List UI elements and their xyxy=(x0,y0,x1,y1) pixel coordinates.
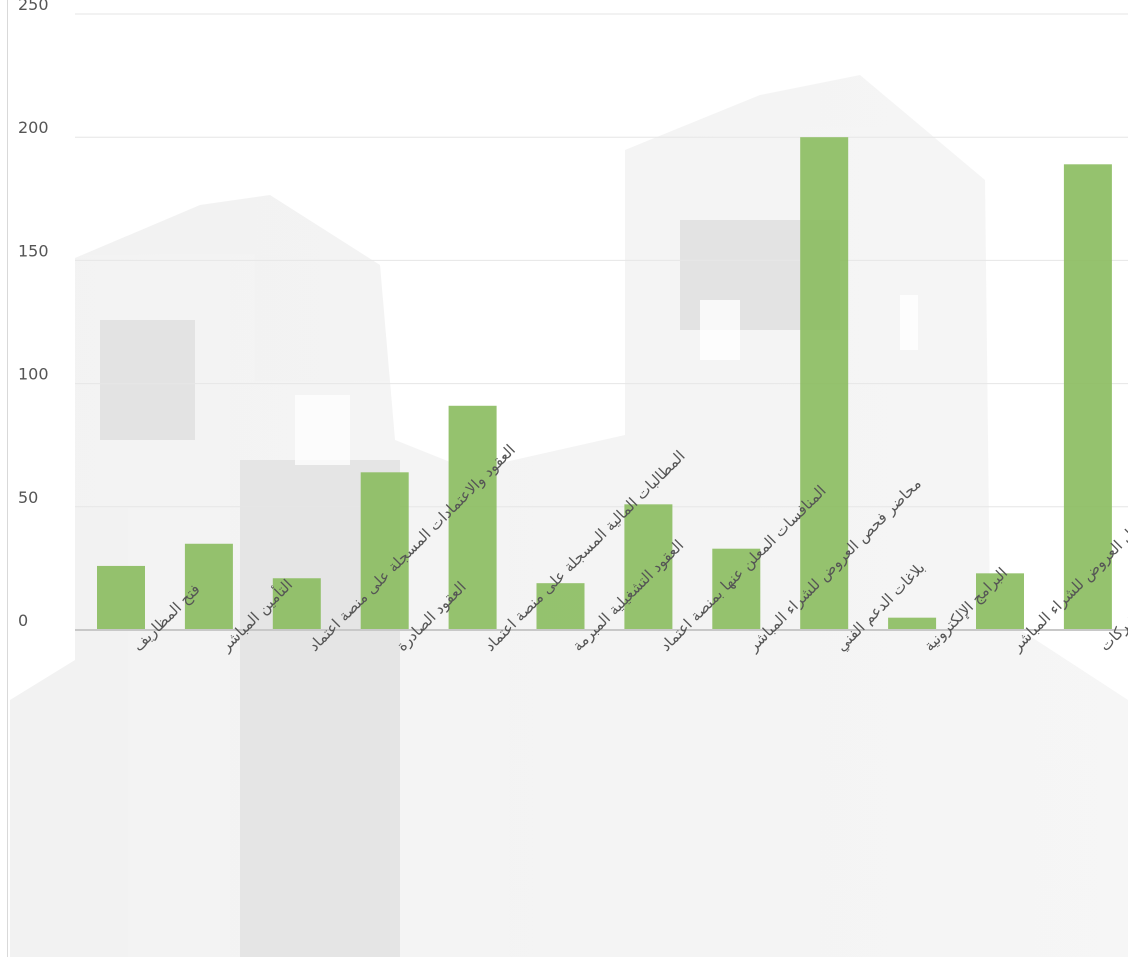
bars xyxy=(97,137,1112,630)
bar xyxy=(536,583,585,630)
bar xyxy=(272,578,321,630)
bar xyxy=(97,565,145,630)
bar xyxy=(712,548,761,630)
background-castle-image xyxy=(10,75,1128,957)
y-tick-label: 150 xyxy=(18,241,49,260)
y-tick-label: 200 xyxy=(18,118,49,137)
left-frame-line xyxy=(7,0,8,957)
y-tick-label: 250 xyxy=(18,0,49,14)
bar xyxy=(448,405,497,630)
y-tick-label: 100 xyxy=(18,365,49,384)
y-tick-label: 50 xyxy=(18,488,38,507)
bar xyxy=(976,573,1024,630)
bar xyxy=(184,543,233,630)
y-axis-ticks: 0 50 100 150 200 250 xyxy=(18,0,49,630)
y-tick-label: 0 xyxy=(18,611,28,630)
bar xyxy=(360,472,409,630)
bar xyxy=(1063,164,1112,630)
bar xyxy=(624,504,673,630)
grid-lines xyxy=(75,13,1128,508)
bar xyxy=(800,137,849,630)
bar xyxy=(888,617,937,630)
